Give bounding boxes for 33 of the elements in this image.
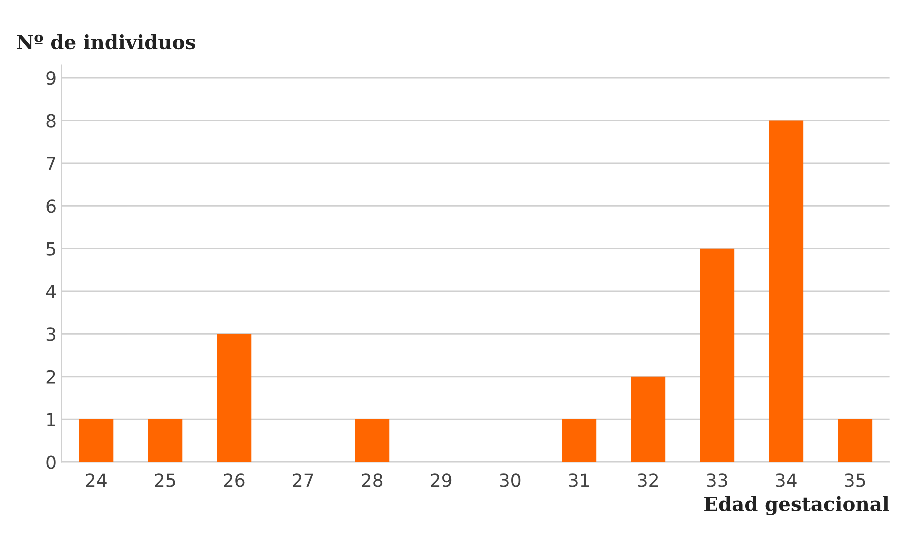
bar <box>355 420 390 462</box>
x-tick-label: 35 <box>845 474 866 488</box>
y-tick-label: 9 <box>46 72 56 86</box>
bar <box>217 334 252 462</box>
bar <box>838 420 873 462</box>
x-tick-label: 33 <box>707 474 728 488</box>
bar <box>79 420 114 462</box>
y-tick-label: 2 <box>46 370 56 384</box>
y-tick-label: 1 <box>48 413 56 426</box>
bar <box>562 420 597 462</box>
x-tick-label: 26 <box>224 474 245 488</box>
y-tick-label: 8 <box>46 114 56 128</box>
bar <box>700 248 735 462</box>
y-axis-title: Nº de individuos <box>17 34 196 50</box>
bar <box>148 420 183 462</box>
x-tick-label: 31 <box>569 474 590 488</box>
x-tick-label: 32 <box>638 474 658 488</box>
x-tick-label: 29 <box>431 474 452 488</box>
x-tick-label: 24 <box>86 474 107 488</box>
x-tick-label: 27 <box>293 474 314 488</box>
y-tick-label: 5 <box>46 242 56 256</box>
y-tick-label: 0 <box>46 456 56 470</box>
x-tick-label: 34 <box>776 474 797 488</box>
bar <box>631 376 666 462</box>
y-tick-label: 3 <box>46 328 56 342</box>
y-tick-label: 6 <box>46 200 56 214</box>
y-tick-label: 7 <box>47 157 56 170</box>
x-tick-label: 30 <box>500 474 521 488</box>
bar <box>769 120 804 462</box>
x-tick-label: 25 <box>155 474 176 488</box>
x-tick-label: 28 <box>362 474 383 488</box>
x-axis-title: Edad gestacional <box>704 496 890 516</box>
y-tick-label: 4 <box>46 285 56 298</box>
